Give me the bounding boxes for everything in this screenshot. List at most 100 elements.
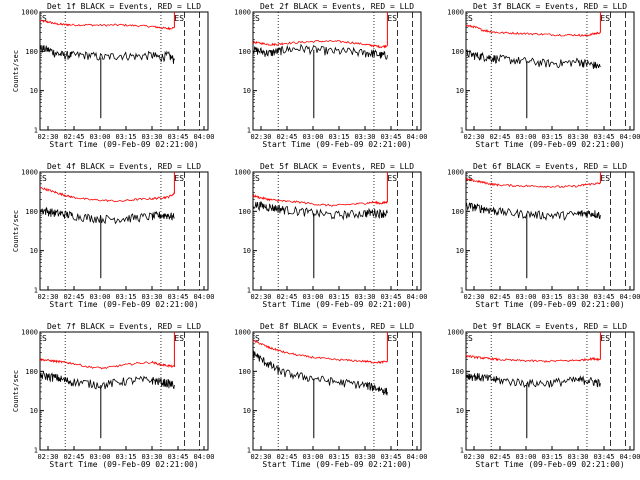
x-axis-label: Start Time (09-Feb-09 02:21:00) [475, 460, 624, 469]
x-tick-label: 03:30 [567, 453, 588, 461]
x-tick-label: 02:30 [250, 293, 271, 301]
plot-frame [252, 171, 422, 291]
event-marker-end: ES [387, 14, 397, 23]
plot-frame [39, 171, 209, 291]
event-marker-end: ES [600, 174, 610, 183]
event-marker-end: ES [174, 174, 184, 183]
series-line [39, 206, 175, 225]
x-tick-label: 03:30 [354, 453, 375, 461]
x-tick-label: 03:00 [89, 293, 110, 301]
x-tick-label: 02:45 [276, 133, 297, 141]
y-tick-label: 1 [247, 127, 251, 135]
chart-panel-6: Det 6f BLACK = Events, RED = LLD 1 10 100 10… [447, 162, 640, 309]
y-tick-label: 1000 [447, 9, 464, 17]
x-tick-label: 04:00 [619, 133, 640, 141]
plot-frame [252, 11, 422, 131]
x-axis-label: Start Time (09-Feb-09 02:21:00) [262, 140, 411, 149]
series-line [252, 43, 388, 60]
x-tick-label: 03:00 [89, 133, 110, 141]
x-tick-label: 02:30 [250, 453, 271, 461]
event-marker-end: ES [174, 14, 184, 23]
x-tick-label: 03:15 [541, 453, 562, 461]
x-tick-label: 04:00 [406, 453, 427, 461]
x-tick-label: 03:30 [141, 453, 162, 461]
y-axis-label: Counts/sec [12, 210, 20, 252]
x-tick-label: 02:45 [63, 293, 84, 301]
series-line [465, 354, 601, 363]
y-tick-label: 10 [243, 407, 251, 415]
x-tick-label: 03:15 [328, 453, 349, 461]
chart-panel-4: Det 4f BLACK = Events, RED = LLD 1 10 100 10… [12, 162, 215, 309]
y-tick-label: 100 [25, 368, 38, 376]
series-line [39, 371, 175, 390]
x-tick-label: 03:30 [354, 133, 375, 141]
x-tick-label: 02:45 [489, 453, 510, 461]
x-tick-label: 02:45 [276, 293, 297, 301]
x-axis-label: Start Time (09-Feb-09 02:21:00) [49, 300, 198, 309]
x-tick-label: 03:15 [328, 133, 349, 141]
y-tick-label: 1 [460, 287, 464, 295]
x-tick-label: 03:00 [302, 293, 323, 301]
event-marker-start: S [42, 174, 47, 183]
x-tick-label: 02:30 [463, 453, 484, 461]
x-tick-label: 04:00 [619, 453, 640, 461]
chart-panel-3: Det 3f BLACK = Events, RED = LLD 1 10 100 10… [447, 2, 640, 149]
y-tick-label: 1 [460, 447, 464, 455]
x-tick-label: 03:45 [593, 453, 614, 461]
event-marker-start: S [468, 14, 473, 23]
x-tick-label: 02:45 [63, 453, 84, 461]
x-tick-label: 03:45 [167, 293, 188, 301]
y-tick-label: 1000 [447, 169, 464, 177]
event-marker-end: ES [387, 334, 397, 343]
event-marker-end: ES [174, 334, 184, 343]
y-tick-label: 1000 [234, 329, 251, 337]
x-tick-label: 04:00 [193, 293, 214, 301]
y-tick-label: 100 [238, 48, 251, 56]
y-tick-label: 1000 [234, 9, 251, 17]
y-tick-label: 10 [30, 247, 38, 255]
x-tick-label: 03:15 [541, 293, 562, 301]
x-axis-label: Start Time (09-Feb-09 02:21:00) [262, 300, 411, 309]
series-line [252, 200, 388, 221]
y-tick-label: 10 [243, 247, 251, 255]
series-line [39, 357, 175, 370]
series-line [252, 349, 388, 396]
x-tick-label: 03:30 [141, 293, 162, 301]
x-tick-label: 04:00 [619, 293, 640, 301]
x-tick-label: 02:30 [463, 293, 484, 301]
x-tick-label: 04:00 [193, 453, 214, 461]
x-tick-label: 03:45 [593, 133, 614, 141]
series-line [253, 39, 388, 49]
plot-frame [252, 331, 422, 451]
y-tick-label: 1000 [21, 329, 38, 337]
series-line [39, 186, 175, 203]
series-line [465, 202, 601, 222]
x-tick-label: 03:15 [115, 133, 136, 141]
chart-panel-8: Det 8f BLACK = Events, RED = LLD 1 10 100 10… [234, 322, 427, 469]
event-marker-start: S [255, 334, 260, 343]
x-tick-label: 03:45 [380, 133, 401, 141]
x-tick-label: 03:45 [380, 453, 401, 461]
y-tick-label: 10 [456, 247, 464, 255]
y-tick-label: 1 [247, 447, 251, 455]
x-axis-label: Start Time (09-Feb-09 02:21:00) [475, 140, 624, 149]
event-marker-start: S [468, 334, 473, 343]
x-tick-label: 04:00 [406, 293, 427, 301]
chart-panel-7: Det 7f BLACK = Events, RED = LLD 1 10 100 10… [12, 322, 215, 469]
y-tick-label: 100 [451, 368, 464, 376]
x-tick-label: 03:45 [167, 133, 188, 141]
event-marker-end: ES [600, 14, 610, 23]
event-marker-start: S [468, 174, 473, 183]
series-line [252, 339, 388, 365]
y-tick-label: 1000 [21, 9, 38, 17]
x-tick-label: 02:45 [489, 133, 510, 141]
x-tick-label: 03:00 [515, 453, 536, 461]
x-tick-label: 02:30 [250, 133, 271, 141]
event-marker-end: ES [387, 174, 397, 183]
y-tick-label: 1000 [447, 329, 464, 337]
y-tick-label: 100 [451, 48, 464, 56]
chart-panel-1: Det 1f BLACK = Events, RED = LLD 1 10 100 10… [12, 2, 215, 149]
chart-title: Det 7f BLACK = Events, RED = LLD [47, 322, 201, 331]
y-tick-label: 100 [25, 208, 38, 216]
